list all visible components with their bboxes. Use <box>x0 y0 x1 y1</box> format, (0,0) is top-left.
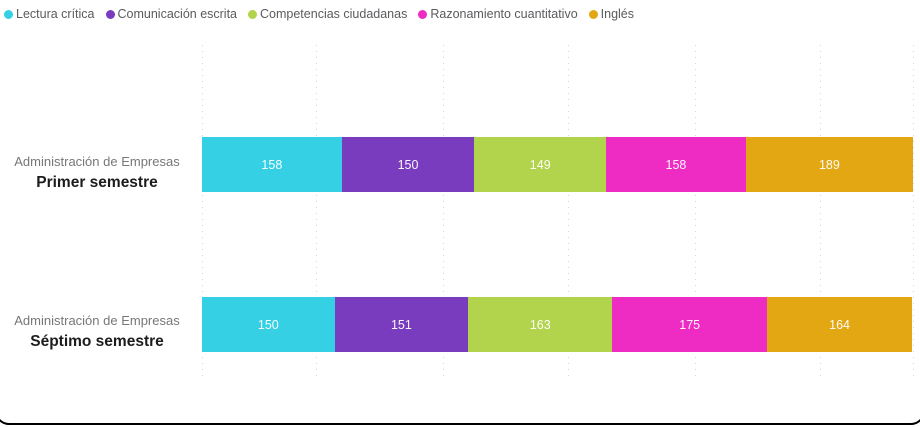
gridline <box>316 45 317 380</box>
legend-item-3[interactable]: Competencias ciudadanas <box>248 7 407 21</box>
category-label-1: Administración de Empresas Primer semestr… <box>0 152 194 195</box>
bar-value-label: 175 <box>679 317 701 332</box>
bar-value-label: 150 <box>257 317 279 332</box>
legend-item-4[interactable]: Razonamiento cuantitativo <box>418 7 578 21</box>
category-label-2: Administración de Empresas Séptimo semest… <box>0 311 194 354</box>
legend-label: Comunicación escrita <box>117 7 238 21</box>
legend-label: Inglés <box>600 7 635 21</box>
bar-segment[interactable]: 164 <box>767 297 913 352</box>
legend-dot-icon <box>105 9 115 19</box>
category-name: Administración de Empresas <box>14 154 180 169</box>
bar-segment[interactable]: 189 <box>745 137 913 192</box>
bar-segment[interactable]: 158 <box>202 137 342 192</box>
bar-value-label: 164 <box>829 317 850 332</box>
plot-area: 158 150 149 158 189 150 151 163 175 164 <box>202 45 914 380</box>
bar-value-label: 149 <box>529 157 551 172</box>
legend-dot-icon <box>4 9 13 19</box>
legend-label: Razonamiento cuantitativo <box>430 7 578 21</box>
bar-row-2: 150 151 163 175 164 <box>202 297 913 352</box>
bar-value-label: 189 <box>818 157 840 172</box>
legend-label: Competencias ciudadanas <box>260 7 408 21</box>
bar-segment[interactable]: 150 <box>202 297 335 352</box>
bar-segment[interactable]: 151 <box>334 297 469 352</box>
category-name: Administración de Empresas <box>14 313 180 328</box>
gridline <box>568 45 569 380</box>
bar-segment[interactable]: 149 <box>474 137 607 192</box>
gridline <box>202 45 203 380</box>
bar-value-label: 151 <box>390 317 412 332</box>
bar-value-label: 150 <box>397 157 419 172</box>
legend-label: Lectura crítica <box>16 7 95 21</box>
bar-segment[interactable]: 175 <box>612 297 768 352</box>
bar-value-label: 158 <box>665 157 687 172</box>
gridline <box>913 45 914 380</box>
legend-dot-icon <box>248 9 258 19</box>
gridline <box>443 45 444 380</box>
legend-item-2[interactable]: Comunicación escrita <box>105 7 238 21</box>
bar-segment[interactable]: 163 <box>468 297 613 352</box>
chart-legend: Lectura crítica Comunicación escrita Compe… <box>4 7 634 21</box>
bar-segment[interactable]: 158 <box>606 137 746 192</box>
category-semester: Séptimo semestre <box>30 333 164 350</box>
legend-item-1[interactable]: Lectura crítica <box>4 7 95 21</box>
bar-value-label: 158 <box>261 157 283 172</box>
legend-dot-icon <box>588 9 598 19</box>
bar-row-1: 158 150 149 158 189 <box>202 137 913 192</box>
gridline <box>695 45 696 380</box>
bar-segment[interactable]: 150 <box>341 137 475 192</box>
gridline <box>820 45 821 380</box>
legend-dot-icon <box>418 9 428 19</box>
legend-item-5[interactable]: Inglés <box>588 7 635 21</box>
category-semester: Primer semestre <box>36 174 158 191</box>
bar-value-label: 163 <box>529 317 551 332</box>
